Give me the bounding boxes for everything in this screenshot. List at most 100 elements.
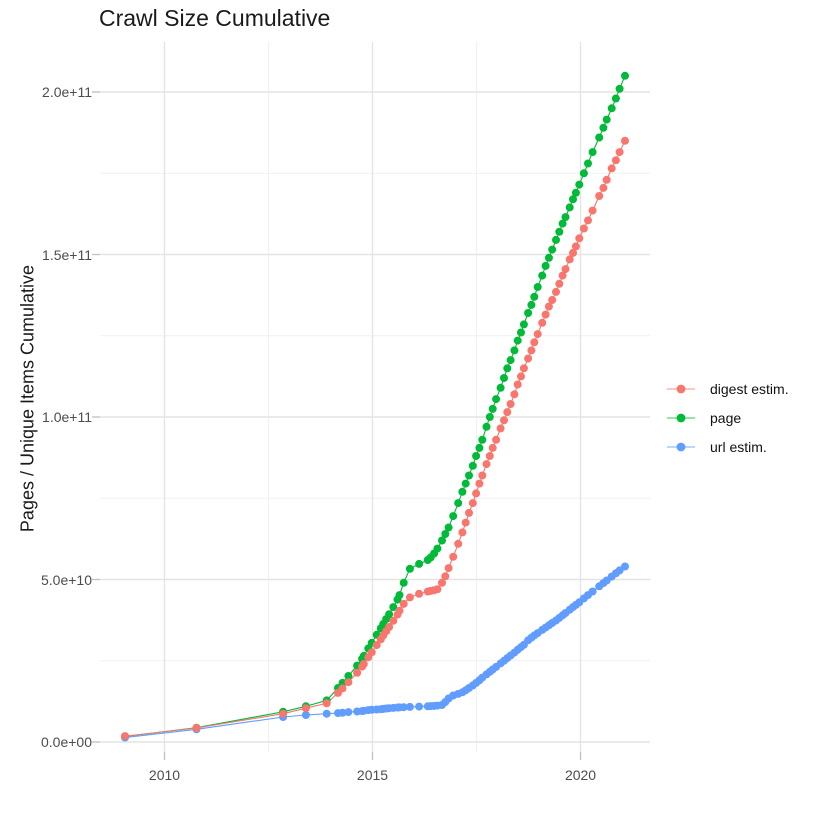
- data-point-digest-estim: [389, 616, 398, 625]
- data-point-url-estim: [621, 562, 629, 571]
- legend-item-page: page: [666, 403, 789, 432]
- legend-label: url estim.: [710, 438, 767, 455]
- data-point-digest-estim: [552, 287, 560, 296]
- data-point-digest-estim: [602, 175, 611, 184]
- data-point-page: [558, 219, 567, 228]
- data-point-page: [579, 169, 588, 178]
- data-point-url-estim: [415, 702, 424, 711]
- data-point-page: [524, 309, 533, 317]
- data-point-digest-estim: [584, 216, 592, 225]
- data-point-page: [399, 578, 408, 587]
- data-point-page: [611, 94, 620, 103]
- data-point-digest-estim: [433, 585, 442, 594]
- data-point-digest-estim: [527, 346, 536, 355]
- data-point-page: [338, 678, 347, 687]
- data-point-digest-estim: [607, 164, 616, 173]
- data-point-page: [548, 245, 557, 254]
- legend-label: digest estim.: [710, 380, 789, 397]
- data-point-digest-estim: [588, 206, 597, 215]
- data-point-page: [444, 523, 453, 532]
- data-point-digest-estim: [344, 678, 353, 687]
- data-point-digest-estim: [192, 724, 201, 732]
- data-point-page: [472, 452, 481, 460]
- data-point-digest-estim: [510, 390, 519, 399]
- data-point-digest-estim: [322, 699, 331, 708]
- data-point-digest-estim: [359, 660, 368, 668]
- data-point-digest-estim: [488, 443, 497, 452]
- data-point-page: [552, 235, 560, 244]
- legend: digest estim. page url estim.: [666, 374, 789, 461]
- data-point-digest-estim: [496, 424, 505, 433]
- data-point-digest-estim: [524, 354, 533, 363]
- data-point-page: [405, 564, 414, 573]
- data-point-digest-estim: [492, 435, 501, 444]
- data-point-digest-estim: [415, 589, 424, 598]
- legend-item-url-estim: url estim.: [666, 432, 789, 461]
- y-tick-label: 1.0e+11: [42, 409, 92, 425]
- data-point-page: [538, 271, 547, 280]
- data-point-digest-estim: [555, 279, 564, 288]
- data-point-page: [561, 213, 570, 222]
- data-point-page: [395, 591, 404, 600]
- data-point-digest-estim: [385, 623, 394, 631]
- legend-item-digest-estim: digest estim.: [666, 374, 789, 403]
- data-point-page: [533, 283, 542, 291]
- data-point-digest-estim: [621, 136, 629, 145]
- data-point-page: [488, 404, 497, 413]
- data-point-url-estim: [338, 708, 347, 717]
- data-point-digest-estim: [475, 479, 484, 488]
- data-point-digest-estim: [538, 318, 547, 327]
- data-point-page: [584, 159, 592, 168]
- data-point-url-estim: [588, 587, 597, 596]
- data-point-page: [506, 356, 515, 365]
- data-point-page: [607, 104, 616, 113]
- data-point-url-estim: [405, 702, 414, 711]
- data-point-digest-estim: [405, 593, 414, 602]
- data-point-page: [621, 71, 629, 80]
- data-point-digest-estim: [571, 242, 580, 251]
- data-point-digest-estim: [465, 508, 473, 517]
- data-point-page: [385, 610, 394, 619]
- data-point-digest-estim: [519, 364, 528, 373]
- x-tick-label: 2010: [148, 767, 181, 783]
- data-point-digest-estim: [121, 732, 129, 741]
- data-point-page: [475, 443, 484, 452]
- data-point-digest-estim: [561, 265, 570, 274]
- data-point-page: [461, 479, 470, 488]
- data-point-digest-estim: [482, 460, 491, 469]
- data-point-digest-estim: [544, 302, 553, 311]
- data-point-page: [555, 227, 564, 236]
- data-point-page: [541, 261, 550, 270]
- data-point-digest-estim: [301, 704, 310, 713]
- data-point-digest-estim: [468, 499, 477, 508]
- data-point-digest-estim: [449, 552, 458, 561]
- data-point-digest-estim: [599, 183, 608, 192]
- data-point-page: [530, 292, 539, 301]
- data-point-page: [389, 603, 398, 612]
- data-point-digest-estim: [485, 452, 494, 460]
- data-point-page: [344, 672, 353, 680]
- data-point-page: [454, 499, 463, 508]
- x-tick-label: 2020: [564, 767, 597, 783]
- x-tick-label: 2015: [356, 767, 389, 783]
- data-point-digest-estim: [338, 684, 347, 693]
- data-point-url-estim: [399, 703, 408, 712]
- data-point-page: [588, 148, 597, 157]
- data-point-digest-estim: [611, 156, 620, 165]
- data-point-digest-estim: [558, 271, 567, 280]
- data-point-page: [458, 487, 467, 496]
- data-point-page: [449, 512, 458, 521]
- data-point-digest-estim: [548, 296, 557, 304]
- data-point-page: [527, 300, 536, 309]
- chart-title: Crawl Size Cumulative: [99, 5, 331, 31]
- data-point-digest-estim: [541, 310, 550, 319]
- data-point-digest-estim: [458, 528, 467, 537]
- data-point-digest-estim: [615, 148, 624, 157]
- data-point-page: [485, 413, 494, 421]
- data-point-page: [492, 395, 501, 404]
- y-tick-label: 1.5e+11: [42, 246, 92, 263]
- data-point-page: [478, 435, 487, 444]
- data-point-page: [565, 203, 574, 212]
- data-point-digest-estim: [579, 224, 588, 233]
